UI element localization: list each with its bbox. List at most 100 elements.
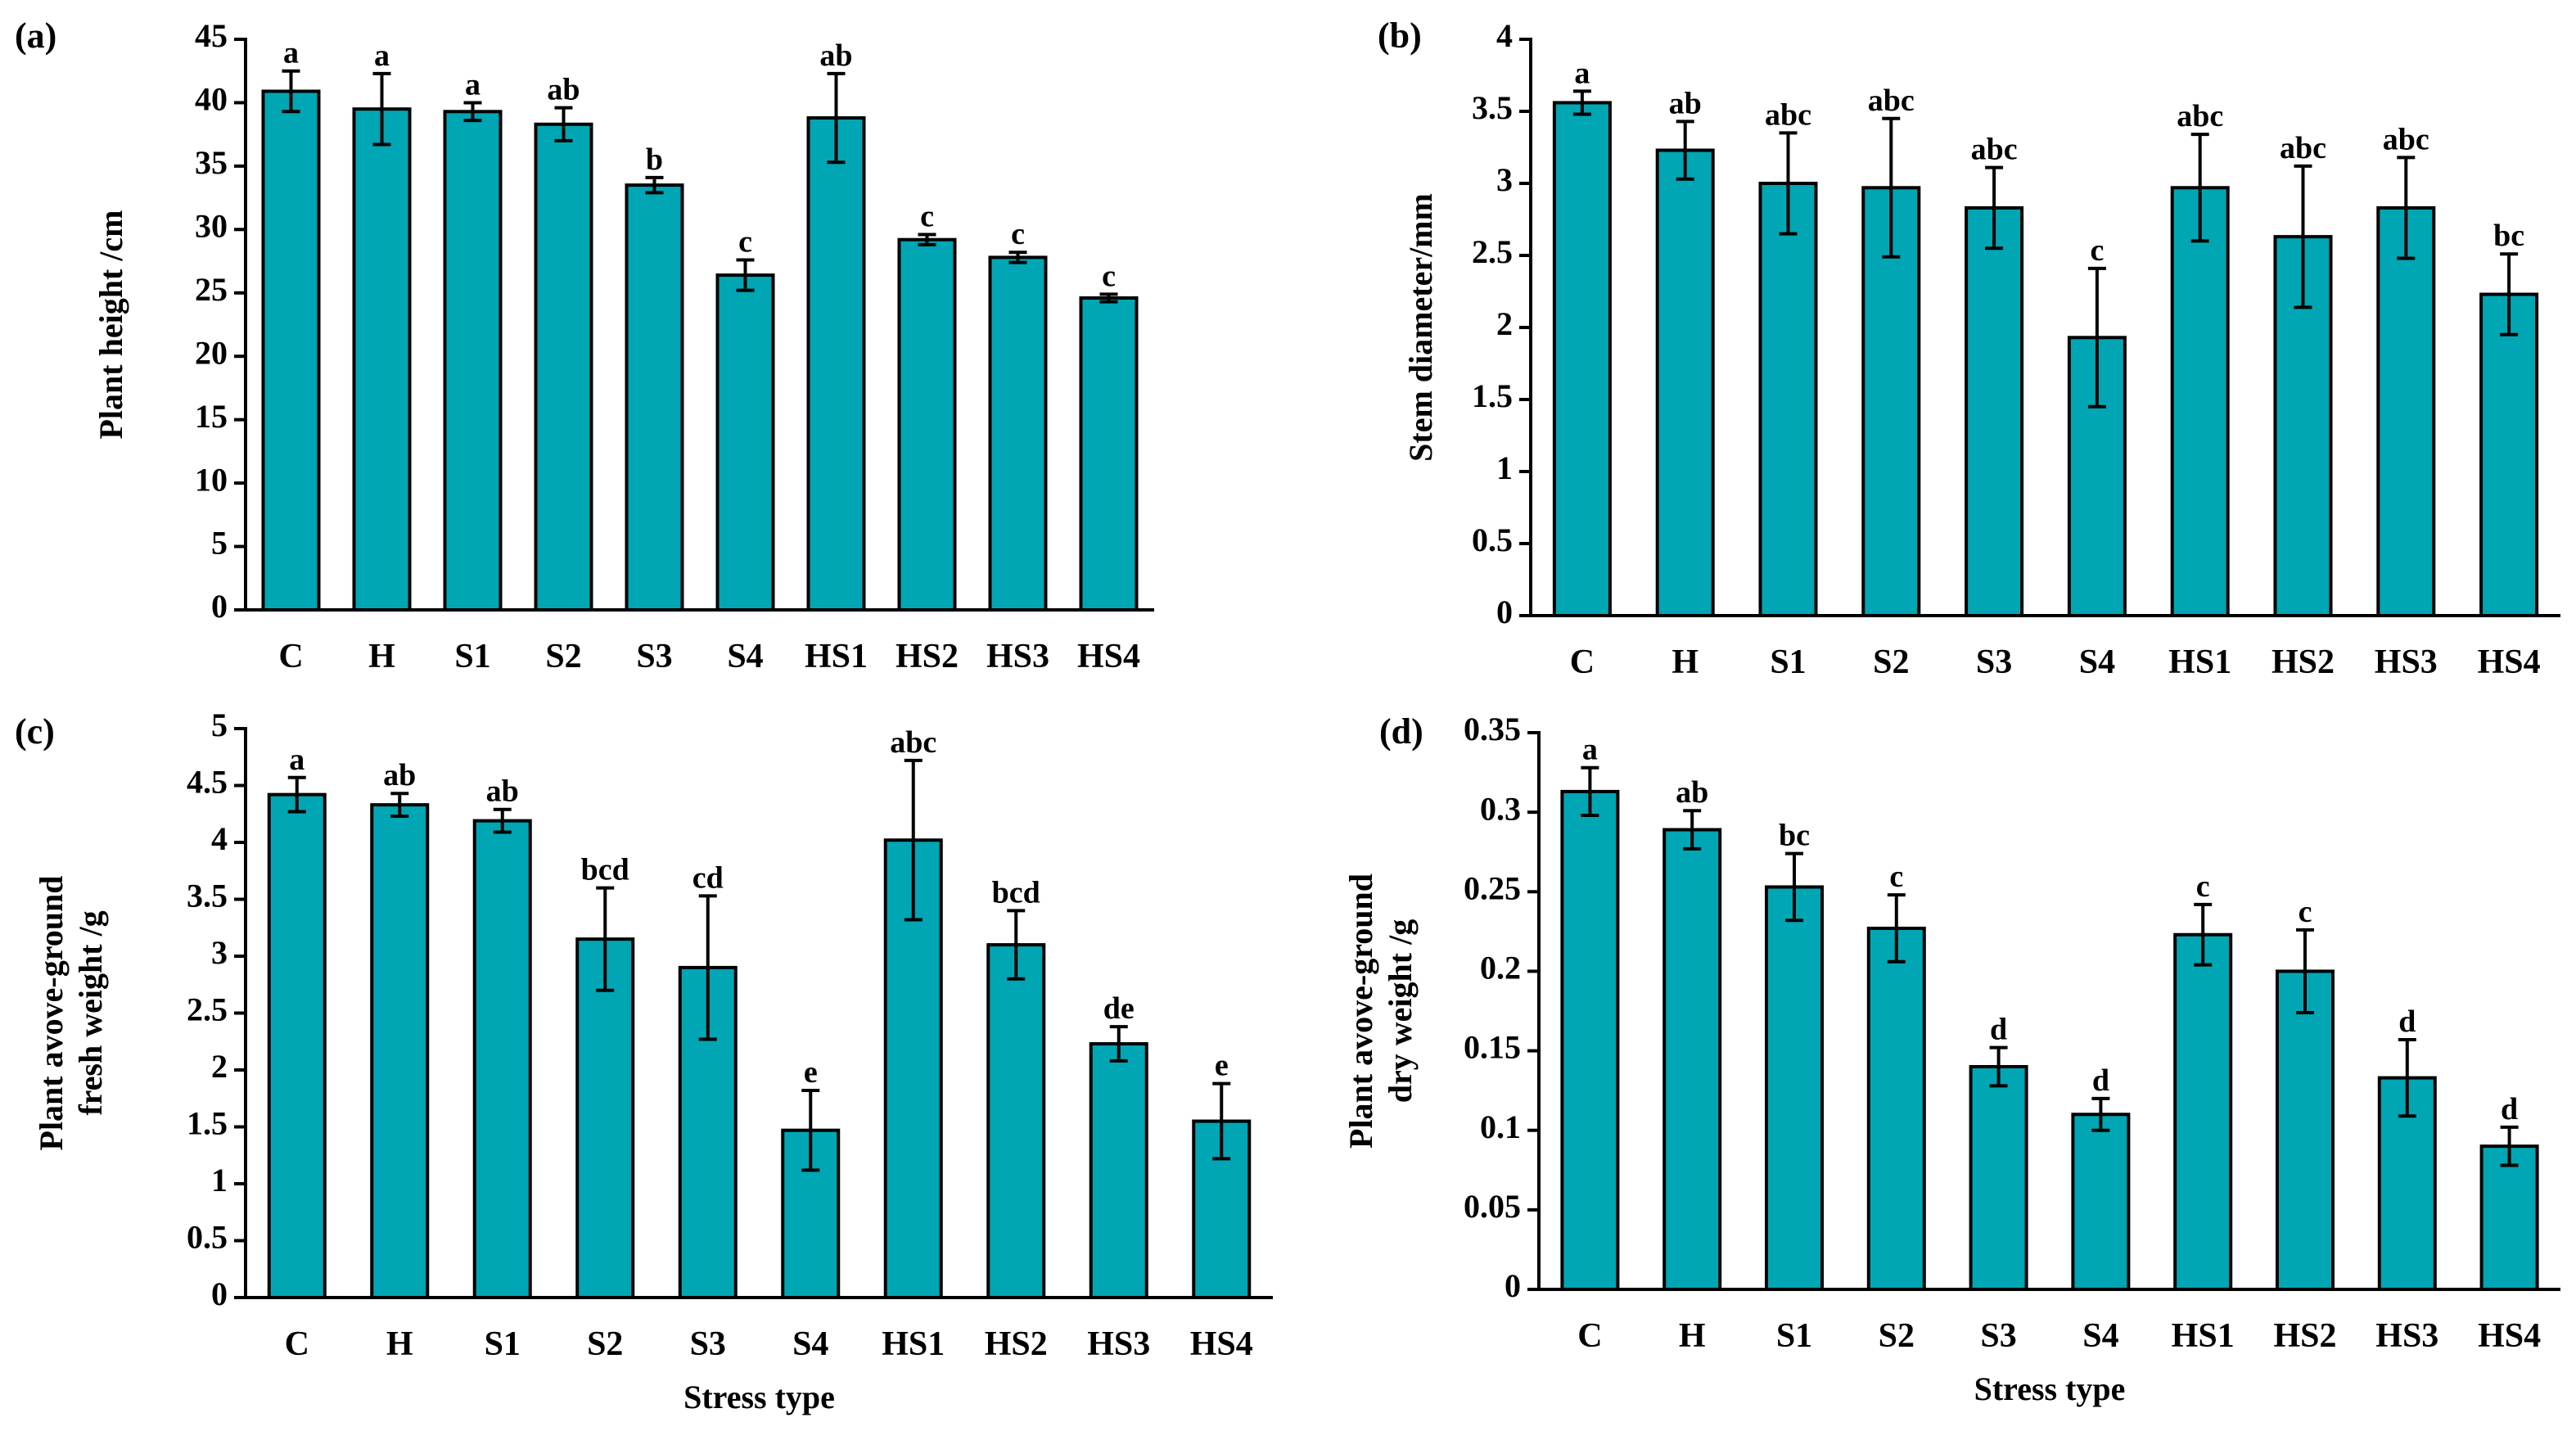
x-tick-label: S3: [1980, 1317, 2016, 1355]
bar: [1866, 926, 1926, 1291]
y-tick-label: 1.5: [1472, 377, 1513, 414]
significance-label: c: [1011, 217, 1025, 251]
bar: [370, 803, 430, 1299]
y-tick-label: 0.05: [1464, 1188, 1521, 1225]
x-tick-label: C: [285, 1325, 309, 1363]
significance-label: abc: [1765, 97, 1811, 132]
significance-label: abc: [2383, 122, 2429, 156]
significance-label: c: [1102, 259, 1116, 293]
bar: [2173, 932, 2233, 1291]
x-tick-label: HS1: [882, 1325, 945, 1363]
x-tick-label: S4: [792, 1325, 828, 1363]
x-tick-label: S2: [587, 1325, 623, 1363]
x-tick-label: HS1: [805, 638, 868, 675]
significance-label: d: [2501, 1092, 2518, 1126]
significance-label: c: [920, 200, 934, 234]
bar: [1079, 296, 1139, 612]
bar: [897, 237, 957, 612]
bar: [575, 937, 635, 1300]
y-axis-title-line: dry weight /g: [1382, 919, 1419, 1103]
x-tick-label: H: [386, 1325, 413, 1363]
y-tick-label: 1: [1496, 449, 1513, 486]
bar: [1765, 885, 1824, 1291]
x-tick-label: HS2: [2271, 643, 2335, 681]
significance-label: cd: [692, 860, 724, 895]
x-axis-title: Stress type: [1974, 1370, 2126, 1407]
bar: [1965, 205, 2024, 617]
significance-label: a: [289, 743, 305, 777]
panel-label: (a): [15, 16, 56, 56]
y-axis-title-line: fresh weight /g: [72, 910, 109, 1115]
bar: [986, 943, 1046, 1299]
y-tick-label: 20: [195, 334, 228, 371]
x-tick-label: HS2: [896, 638, 959, 675]
x-tick-label: S1: [1776, 1317, 1812, 1355]
y-tick-label: 25: [195, 271, 228, 308]
bar: [534, 122, 593, 612]
x-tick-label: S3: [636, 638, 672, 675]
significance-label: bc: [2493, 219, 2524, 253]
bar: [2479, 1144, 2539, 1291]
y-tick-label: 30: [195, 208, 228, 245]
x-tick-label: S2: [545, 638, 581, 675]
significance-label: c: [2090, 233, 2104, 268]
bar: [472, 819, 532, 1299]
bar: [988, 255, 1048, 612]
significance-label: c: [2299, 895, 2312, 929]
y-tick-label: 2: [211, 1048, 228, 1085]
y-tick-label: 45: [195, 17, 228, 54]
x-tick-label: HS4: [2478, 643, 2541, 681]
y-tick-label: 4.5: [187, 764, 228, 801]
y-axis-title: Plant height /cm: [92, 210, 129, 440]
significance-label: bc: [1779, 819, 1810, 853]
y-tick-label: 3: [211, 934, 228, 971]
y-tick-label: 0.5: [187, 1219, 228, 1256]
y-tick-label: 0.2: [1480, 950, 1521, 986]
x-tick-label: S2: [1873, 643, 1909, 681]
panel-label: (c): [15, 711, 55, 752]
y-tick-label: 0: [1505, 1267, 1521, 1304]
x-tick-label: S1: [1770, 643, 1806, 681]
x-tick-label: HS2: [2273, 1317, 2336, 1355]
x-tick-label: HS3: [2375, 643, 2438, 681]
bar: [2479, 292, 2539, 617]
x-tick-label: S4: [2079, 643, 2115, 681]
y-tick-label: 4: [1496, 17, 1513, 54]
x-tick-label: S4: [2082, 1317, 2118, 1355]
significance-label: ab: [1676, 775, 1708, 810]
significance-label: d: [2092, 1063, 2109, 1098]
bar: [715, 273, 775, 612]
significance-label: e: [804, 1055, 818, 1090]
bar: [443, 110, 503, 612]
y-tick-label: 0.25: [1464, 869, 1521, 906]
x-tick-label: HS4: [1190, 1325, 1253, 1363]
significance-label: bcd: [581, 853, 629, 887]
x-axis-title: Stress type: [683, 1379, 835, 1415]
x-tick-label: C: [1577, 1317, 1602, 1355]
significance-label: d: [2398, 1004, 2416, 1039]
x-tick-label: HS1: [2168, 643, 2231, 681]
y-tick-label: 3.5: [1472, 89, 1513, 126]
significance-label: abc: [2177, 99, 2223, 133]
y-tick-label: 40: [195, 81, 228, 118]
y-tick-label: 5: [211, 525, 228, 562]
y-tick-label: 2: [1496, 305, 1513, 342]
x-tick-label: HS4: [1077, 638, 1140, 675]
significance-label: ab: [383, 758, 416, 792]
x-tick-label: HS1: [2172, 1317, 2235, 1355]
y-axis-title: Stem diameter/mm: [1402, 193, 1439, 462]
y-tick-label: 2.5: [1472, 233, 1513, 270]
y-tick-label: 0: [211, 588, 228, 625]
bar: [1655, 148, 1715, 617]
x-tick-label: H: [368, 638, 395, 675]
panel-label: (d): [1379, 711, 1423, 752]
bar: [267, 792, 327, 1299]
bar: [1560, 789, 1620, 1291]
bar: [2376, 205, 2436, 617]
bar: [1758, 182, 1818, 617]
y-tick-label: 0.1: [1480, 1108, 1521, 1145]
chart-panel-a: (a) 0 5 10 15 20 25 30 35 40 45 a Ca Ha S1 ab S2 b S3 c S4 ab…: [15, 16, 1154, 675]
y-axis-title-line: Plant avove-ground: [33, 876, 70, 1151]
significance-label: ab: [1669, 86, 1702, 120]
